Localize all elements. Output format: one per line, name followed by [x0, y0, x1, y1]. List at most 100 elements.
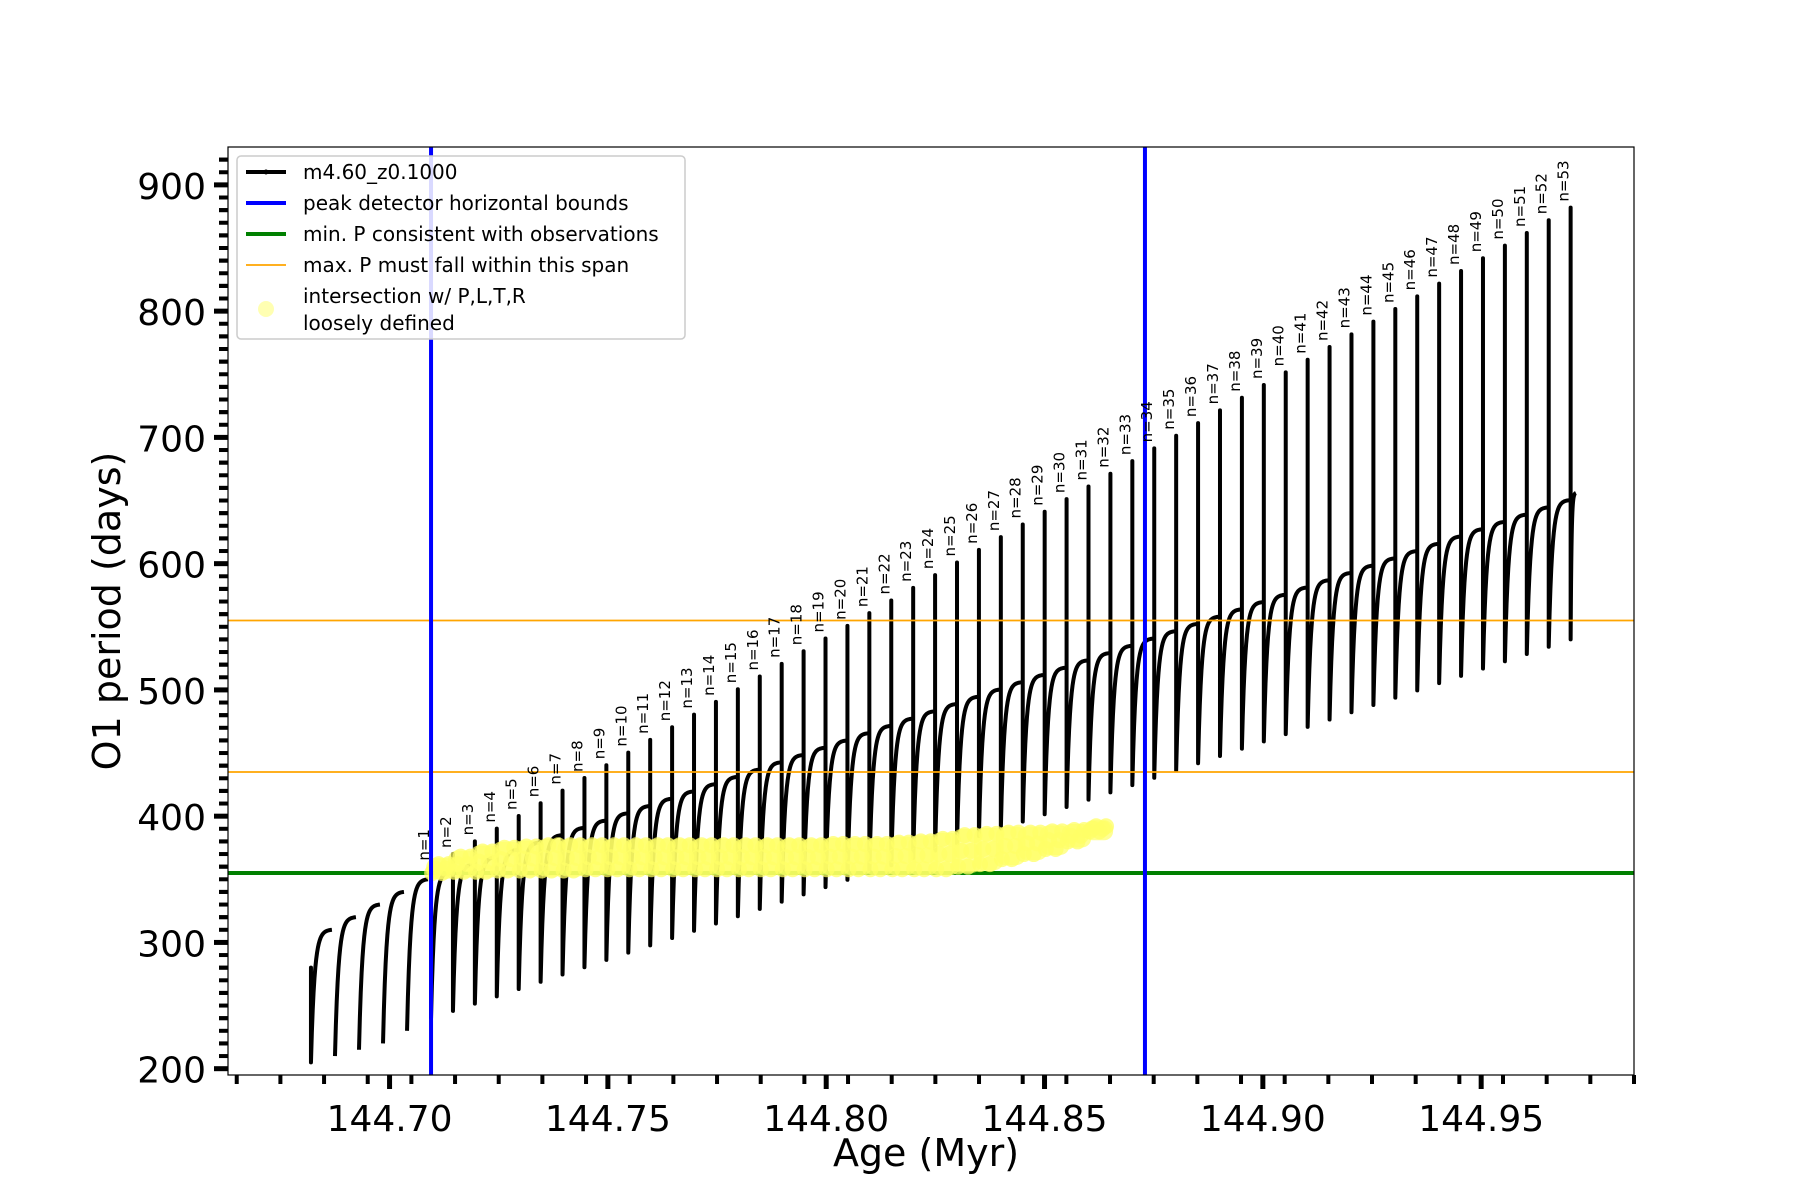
track-pulse — [1196, 421, 1220, 766]
pulse-label: n=23 — [897, 541, 915, 582]
pulse-label: n=37 — [1204, 363, 1222, 404]
pulse-label: n=47 — [1423, 236, 1441, 277]
pulse-label: n=22 — [875, 553, 893, 594]
track-pulse — [626, 750, 650, 955]
track-pre-pulse — [308, 927, 334, 1065]
track-pulse — [976, 547, 1001, 839]
pulse-label: n=45 — [1379, 262, 1397, 303]
pulse-label: n=16 — [744, 629, 762, 670]
x-tick-label: 144.85 — [982, 1099, 1108, 1140]
legend-entry: intersection w/ P,L,T,R loosely defined — [258, 284, 526, 335]
legend-entry: peak detector horizontal bounds — [246, 191, 629, 215]
pulse-labels: n=1 n=2 n=3 n=4 n=5 n=6 n=7 n=8 n=9 n=10 n=11 n=12 n… — [415, 160, 1573, 860]
track-pulse — [1130, 459, 1154, 788]
pulse-label: n=9 — [590, 728, 608, 760]
track-pulse — [1261, 383, 1286, 744]
pulse-label: n=30 — [1051, 452, 1069, 493]
legend-label: max. P must fall within this span — [303, 253, 629, 277]
y-tick-label: 200 — [137, 1051, 206, 1092]
pulse-label: n=11 — [634, 693, 652, 734]
y-tick-label: 400 — [137, 798, 206, 839]
track-pulse — [1371, 319, 1395, 707]
track-pulse — [933, 573, 957, 853]
track-pulse — [604, 763, 628, 962]
tick-labels: 200 300 400 500 600 700 800 900 144.70 144.75 144.… — [137, 167, 1544, 1140]
x-tick-label: 144.90 — [1200, 1099, 1326, 1140]
pulse-label: n=35 — [1160, 389, 1178, 430]
pulse-label: n=31 — [1072, 439, 1090, 480]
track-pulse — [1108, 471, 1132, 795]
pulse-label: n=50 — [1489, 198, 1507, 239]
pulse-label: n=8 — [568, 740, 586, 772]
track-pulse — [582, 775, 606, 970]
track-pulse — [1327, 345, 1352, 722]
track-pulse — [648, 737, 672, 948]
pulse-label: n=17 — [766, 617, 784, 658]
pulse-label: n=20 — [831, 579, 849, 620]
track-pulse — [1480, 256, 1505, 671]
pulse-label: n=33 — [1116, 414, 1134, 455]
pulse-label: n=10 — [612, 705, 630, 746]
intersection-cluster — [1081, 818, 1115, 841]
pulse-label: n=7 — [547, 753, 565, 785]
pulse-label: n=1 — [415, 829, 433, 861]
track-pulse — [538, 801, 563, 984]
pulse-label: n=29 — [1029, 465, 1047, 506]
track-pulse — [429, 864, 453, 1021]
pulse-label: n=27 — [985, 490, 1003, 531]
y-tick-label: 900 — [137, 167, 206, 208]
pulse-label: n=53 — [1555, 160, 1573, 201]
track-pulse — [1152, 446, 1176, 780]
y-tick-label: 600 — [137, 546, 206, 587]
track-pre-pulse — [356, 902, 382, 1050]
track-pulse — [1042, 509, 1067, 817]
axis-ticks — [214, 157, 1636, 1089]
y-tick-label: 800 — [137, 293, 206, 334]
pulse-label: n=36 — [1182, 376, 1200, 417]
pulse-label: n=18 — [788, 604, 806, 645]
x-axis-label: Age (Myr) — [833, 1131, 1019, 1175]
pulse-label: n=15 — [722, 642, 740, 683]
pulse-label: n=39 — [1248, 338, 1266, 379]
pulse-label: n=26 — [963, 503, 981, 544]
track-pre-pulse — [381, 889, 406, 1044]
track-pulse — [1393, 306, 1417, 700]
pulse-label: n=41 — [1292, 313, 1310, 354]
track-pre-pulse — [405, 877, 430, 1031]
track-pulse — [1546, 218, 1571, 649]
track-pulse — [823, 636, 848, 890]
track-pulse — [1086, 484, 1111, 802]
track-pulse — [845, 623, 869, 882]
y-axis-label: O1 period (days) — [85, 452, 129, 771]
track-pre-pulse — [332, 915, 358, 1057]
legend-entry: m4.60_z0.1000 — [246, 160, 458, 184]
legend-label: min. P consistent with observations — [303, 222, 659, 246]
pulse-label: n=19 — [810, 591, 828, 632]
track-pulse — [1415, 294, 1439, 693]
track-pulse — [1283, 370, 1308, 737]
track-pulse — [1064, 497, 1089, 809]
intersection-series — [424, 818, 1115, 881]
pulse-label: n=40 — [1270, 325, 1288, 366]
legend-label: m4.60_z0.1000 — [303, 160, 458, 184]
y-tick-label: 300 — [137, 924, 206, 965]
pulse-label: n=38 — [1226, 351, 1244, 392]
pulse-label: n=46 — [1401, 249, 1419, 290]
track-pulse — [1349, 332, 1374, 715]
pulse-label: n=4 — [481, 791, 499, 823]
track-pulse — [801, 649, 826, 897]
track-pulse — [867, 611, 891, 875]
track-pulse — [779, 661, 804, 904]
track-pulse — [911, 585, 935, 860]
legend-label: peak detector horizontal bounds — [303, 191, 629, 215]
track-pulse — [560, 788, 585, 977]
track-pulse — [735, 687, 760, 919]
pulse-label: n=49 — [1467, 211, 1485, 252]
track-pulse — [1437, 281, 1461, 686]
pulse-label: n=25 — [941, 515, 959, 556]
track-pulse — [998, 535, 1023, 831]
track-pulse — [1459, 268, 1483, 678]
pulse-label: n=2 — [437, 816, 455, 848]
track-pulse — [889, 598, 913, 868]
